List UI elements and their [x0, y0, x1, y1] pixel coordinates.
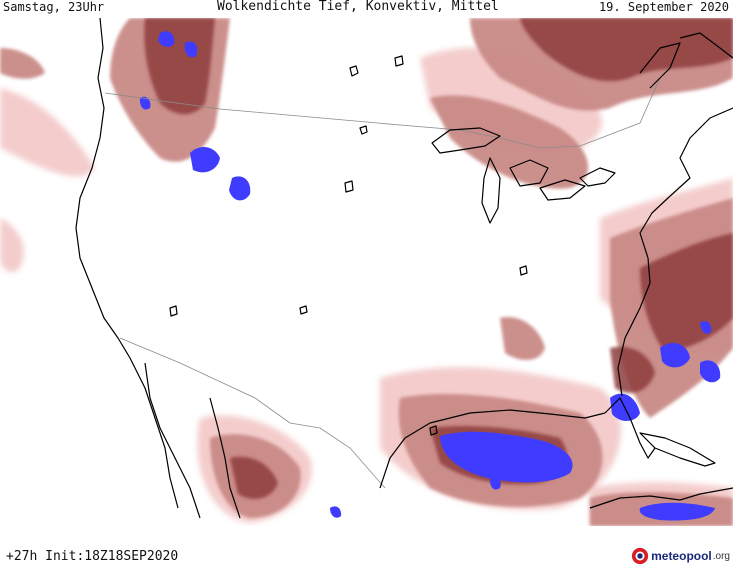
- brand-name: meteopool: [651, 549, 712, 563]
- map-area: [0, 18, 733, 526]
- cloud-cover-map: [0, 18, 733, 526]
- model-run-info: +27h Init:18Z18SEP2020: [6, 549, 179, 564]
- cloud-layer-mid: [0, 18, 733, 526]
- brand-tld: .org: [712, 550, 730, 562]
- national-borders: [104, 77, 661, 489]
- forecast-date: 19. September 2020: [598, 0, 729, 14]
- header-bar: Samstag, 23Uhr Wolkendichte Tief, Konvek…: [0, 0, 733, 18]
- coastlines: [75, 18, 733, 519]
- meteopool-logo-icon: [631, 547, 649, 565]
- footer-bar: +27h Init:18Z18SEP2020 meteopool .org: [0, 526, 733, 566]
- meteopool-logo[interactable]: meteopool .org: [631, 546, 730, 566]
- map-title: Wolkendichte Tief, Konvektiv, Mittel: [217, 0, 499, 14]
- cloud-layer-convective: [139, 31, 721, 521]
- forecast-day-time: Samstag, 23Uhr: [3, 0, 105, 14]
